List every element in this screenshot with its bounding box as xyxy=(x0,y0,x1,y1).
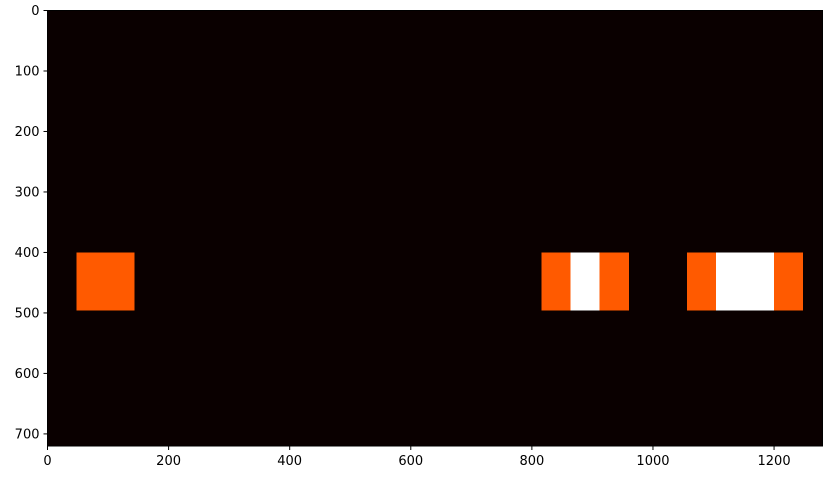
y-tick-label: 400 xyxy=(15,246,40,261)
plot-background xyxy=(47,10,823,446)
x-axis: 0 200 400 600 800 1000 1200 xyxy=(43,446,791,469)
x-tick-label: 200 xyxy=(156,454,181,469)
heatmap-cell-2 xyxy=(570,252,600,311)
y-axis: 0 100 200 300 400 500 600 700 xyxy=(15,4,48,442)
y-tick-label: 0 xyxy=(31,4,39,19)
x-tick-label: 0 xyxy=(43,454,51,469)
x-tick-label: 1200 xyxy=(758,454,791,469)
heatmap-cell-5 xyxy=(715,252,775,311)
y-tick-label: 300 xyxy=(15,185,40,200)
x-tick-label: 400 xyxy=(277,454,302,469)
y-tick-label: 200 xyxy=(15,125,40,140)
y-tick-label: 600 xyxy=(15,367,40,382)
y-tick-label: 500 xyxy=(15,306,40,321)
x-tick-label: 1000 xyxy=(636,454,669,469)
heatmap-cell-6 xyxy=(774,252,804,311)
heatmap-cell-3 xyxy=(599,252,629,311)
heatmap-cell-0 xyxy=(76,252,135,311)
heatmap-cell-4 xyxy=(686,252,716,311)
plot-frame xyxy=(47,10,823,447)
x-tick-label: 600 xyxy=(398,454,423,469)
heatmap-cells xyxy=(76,252,804,311)
x-tick-label: 800 xyxy=(519,454,544,469)
heatmap-cell-1 xyxy=(541,252,571,311)
y-tick-label: 100 xyxy=(15,64,40,79)
y-tick-label: 700 xyxy=(15,427,40,442)
